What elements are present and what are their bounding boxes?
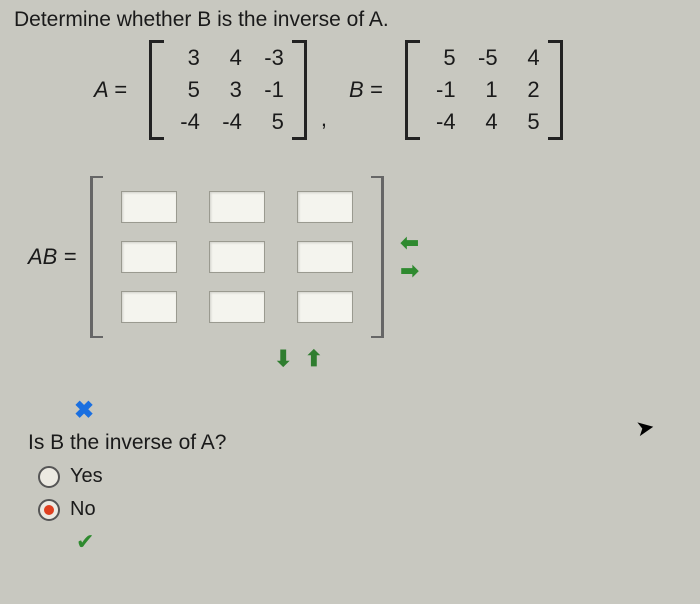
matrix-b-cell: -1: [428, 77, 456, 103]
ab-input-cell[interactable]: [297, 191, 353, 223]
option-no-label: No: [70, 498, 96, 521]
radio-no-row[interactable]: No: [38, 498, 686, 521]
matrix-b: 5-54-112-445: [405, 40, 563, 140]
matrix-a-cell: 5: [172, 77, 200, 103]
matrix-b-cell: 5: [428, 45, 456, 71]
ab-input-cell[interactable]: [209, 291, 265, 323]
arrow-right-icon[interactable]: ➡: [400, 260, 418, 282]
matrix-a-cell: -4: [172, 109, 200, 135]
option-yes-label: Yes: [70, 465, 103, 488]
arrow-down-icon[interactable]: ⬇: [274, 346, 292, 371]
ab-row: AB = ⬅ ➡: [28, 176, 686, 338]
matrix-a-cell: 5: [256, 109, 284, 135]
matrix-b-cell: 4: [512, 45, 540, 71]
matrix-a: 34-353-1-4-45: [149, 40, 307, 140]
check-icon: ✔: [76, 529, 686, 555]
matrix-a-cell: -4: [214, 109, 242, 135]
matrix-a-cell: -1: [256, 77, 284, 103]
ab-input-cell[interactable]: [121, 191, 177, 223]
matrix-b-cell: 4: [470, 109, 498, 135]
arrow-left-icon[interactable]: ⬅: [400, 232, 418, 254]
matrices-row: A = 34-353-1-4-45 , B = 5-54-112-445: [94, 40, 686, 140]
matrix-b-label: B =: [349, 77, 383, 103]
matrix-b-cell: 1: [470, 77, 498, 103]
question-text: Determine whether B is the inverse of A.: [14, 8, 686, 32]
matrix-b-cell: 5: [512, 109, 540, 135]
cursor-icon: ➤: [633, 414, 656, 443]
matrix-a-cell: 3: [172, 45, 200, 71]
ab-input-cell[interactable]: [297, 241, 353, 273]
matrix-a-label: A =: [94, 77, 127, 103]
ab-matrix: [90, 176, 384, 338]
radio-yes-row[interactable]: Yes: [38, 465, 686, 488]
radio-yes[interactable]: [38, 466, 60, 488]
ab-input-cell[interactable]: [121, 241, 177, 273]
matrix-b-cell: -4: [428, 109, 456, 135]
ab-input-cell[interactable]: [121, 291, 177, 323]
ab-label: AB =: [28, 244, 76, 270]
matrix-b-cell: 2: [512, 77, 540, 103]
ab-input-cell[interactable]: [297, 291, 353, 323]
matrix-a-cell: -3: [256, 45, 284, 71]
sub-question: Is B the inverse of A?: [28, 431, 686, 455]
arrow-up-icon[interactable]: ⬆: [305, 346, 323, 371]
down-up-controls: ⬇ ⬆: [274, 346, 686, 372]
separator: ,: [321, 106, 327, 140]
radio-no[interactable]: [38, 499, 60, 521]
ab-input-cell[interactable]: [209, 191, 265, 223]
matrix-a-cell: 4: [214, 45, 242, 71]
ab-input-cell[interactable]: [209, 241, 265, 273]
matrix-a-cell: 3: [214, 77, 242, 103]
matrix-b-cell: -5: [470, 45, 498, 71]
wrong-icon: ✖: [74, 396, 686, 425]
